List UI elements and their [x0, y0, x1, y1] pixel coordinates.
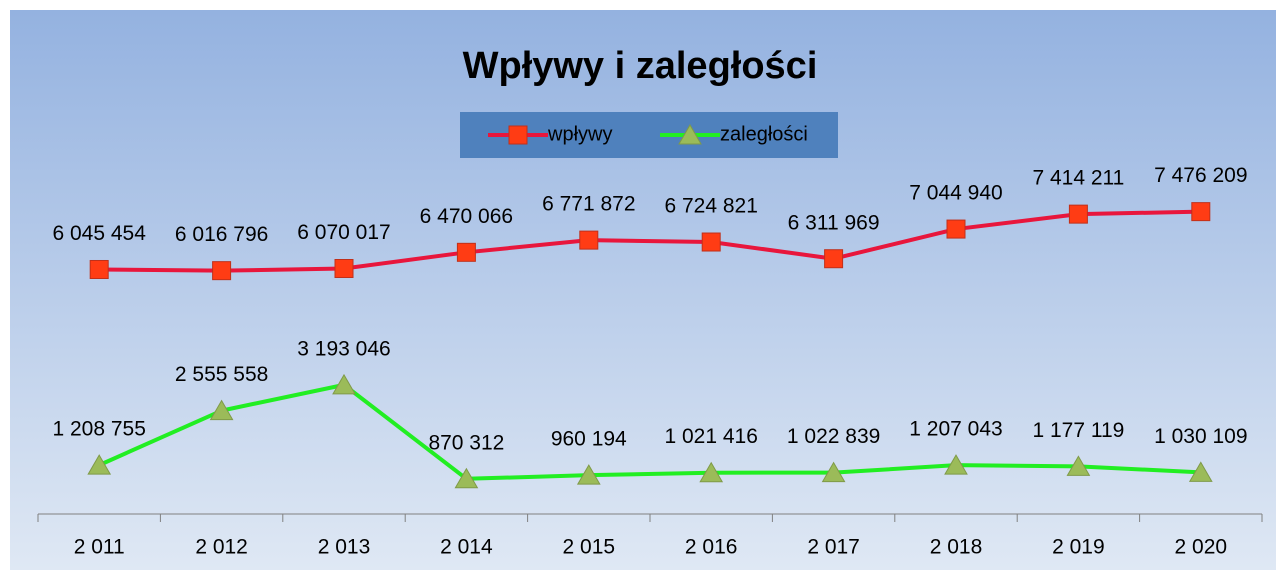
data-label: 1 022 839 [787, 425, 880, 448]
marker [946, 219, 966, 239]
line [98, 382, 1201, 481]
marker [576, 464, 601, 485]
marker [334, 259, 354, 279]
marker [699, 461, 724, 483]
marker [824, 249, 844, 269]
marker [821, 461, 846, 483]
data-label: 1 030 109 [1154, 425, 1247, 448]
marker [1188, 461, 1213, 482]
x-tick-label: 2 012 [195, 536, 248, 559]
legend-marker [508, 125, 528, 145]
data-label: 1 207 043 [909, 418, 1002, 441]
data-label: 1 021 416 [664, 425, 757, 448]
chart-title: Wpływy i zaległości [463, 45, 818, 87]
marker [212, 261, 232, 281]
data-label: 6 045 454 [52, 222, 146, 245]
marker [944, 454, 968, 475]
data-label: 2 555 558 [175, 363, 268, 386]
data-label: 6 311 969 [788, 211, 880, 234]
data-label: 6 070 017 [297, 221, 390, 244]
x-tick-label: 2 014 [440, 536, 493, 559]
marker [89, 259, 109, 279]
marker [579, 230, 599, 250]
legend-text: zaległości [720, 123, 808, 145]
marker [1068, 204, 1088, 224]
data-label: 6 724 821 [664, 195, 757, 218]
x-tick-label: 2 017 [807, 536, 860, 559]
data-label: 6 016 796 [175, 223, 268, 246]
data-label: 1 208 755 [52, 418, 145, 441]
marker [701, 232, 721, 252]
marker [209, 399, 234, 421]
x-tick-label: 2 015 [563, 536, 616, 559]
line [99, 209, 1201, 273]
x-tick-label: 2 011 [74, 536, 125, 559]
data-label: 7 414 211 [1032, 167, 1124, 190]
data-label: 3 193 046 [297, 337, 390, 360]
marker [1066, 455, 1091, 476]
x-tick-label: 2 013 [318, 536, 371, 559]
data-label: 6 470 066 [420, 205, 513, 228]
marker [332, 373, 356, 395]
data-label: 1 177 119 [1032, 419, 1124, 442]
marker [1191, 202, 1211, 222]
marker [87, 454, 112, 475]
background [10, 10, 1276, 570]
data-label: 960 194 [551, 428, 627, 451]
data-label: 7 476 209 [1154, 164, 1247, 187]
x-tick-label: 2 019 [1052, 536, 1105, 559]
x-tick-label: 2 018 [930, 536, 983, 559]
marker [454, 467, 479, 489]
data-label: 6 771 872 [542, 193, 635, 216]
x-tick-label: 2 016 [685, 536, 738, 559]
marker [456, 242, 476, 262]
legend-text: wpływy [547, 123, 612, 145]
data-label: 7 044 940 [909, 182, 1002, 205]
data-label: 870 312 [428, 431, 504, 454]
x-tick-label: 2 020 [1175, 536, 1228, 559]
legend-marker [678, 124, 702, 145]
